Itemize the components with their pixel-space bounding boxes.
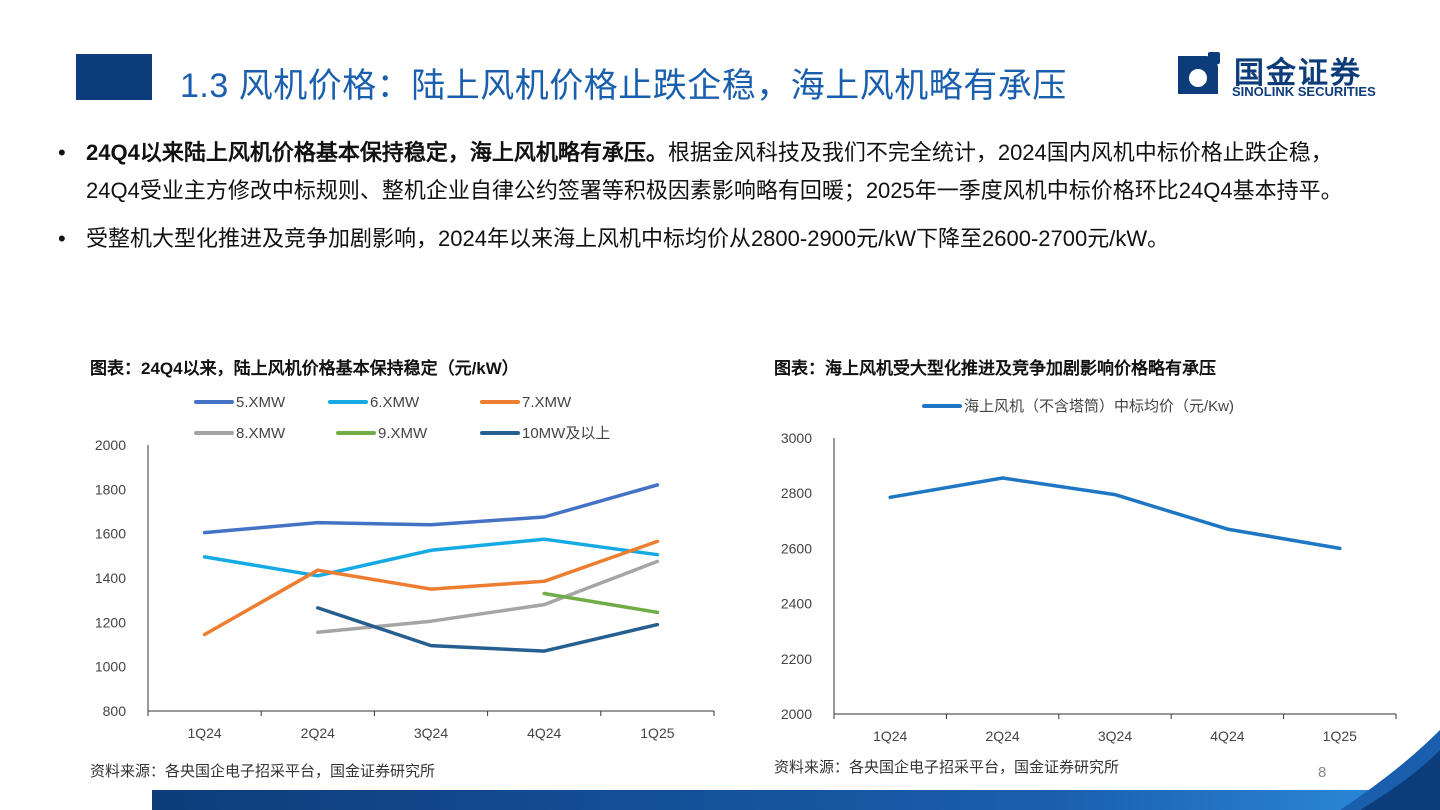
series-line — [202, 537, 660, 578]
legend-label: 7.XMW — [522, 394, 572, 411]
x-tick-label: 3Q24 — [1098, 728, 1132, 744]
legend-label: 6.XMW — [370, 394, 420, 411]
y-tick-label: 2800 — [781, 485, 812, 501]
x-tick-label: 3Q24 — [414, 725, 448, 741]
series-line — [888, 476, 1342, 551]
y-tick-label: 1800 — [95, 481, 126, 497]
y-tick-label: 3000 — [781, 430, 812, 446]
bullet-1-text: 根据金风科技及我们不完全统计，2024国内风机中标价格止跌企稳，24Q4受业主方… — [86, 140, 1343, 203]
legend-label: 8.XMW — [236, 425, 286, 442]
left-chart-source: 资料来源：各央国企电子招采平台，国金证券研究所 — [90, 763, 436, 780]
y-tick-label: 1000 — [95, 659, 126, 675]
x-tick-label: 4Q24 — [527, 725, 561, 741]
left-chart-heading: 图表：24Q4以来，陆上风机价格基本保持稳定（元/kW） — [90, 359, 519, 378]
x-tick-label: 2Q24 — [985, 728, 1019, 744]
x-tick-label: 1Q24 — [187, 725, 221, 741]
bullet-list: • 24Q4以来陆上风机价格基本保持稳定，海上风机略有承压。根据金风科技及我们不… — [58, 134, 1378, 268]
series-line — [316, 559, 660, 635]
bullet-item-2: • 受整机大型化推进及竞争加剧影响，2024年以来海上风机中标均价从2800-2… — [58, 220, 1378, 258]
y-tick-label: 1400 — [95, 570, 126, 586]
y-tick-label: 2200 — [781, 651, 812, 667]
y-tick-label: 2600 — [781, 540, 812, 556]
y-tick-label: 1600 — [95, 526, 126, 542]
logo-text-cn: 国金证券 — [1234, 57, 1362, 90]
right-line-chart: 2000 2200 2400 2600 2800 3000 1Q24 2Q24 3Q24 4Q24… — [781, 398, 1397, 744]
right-chart-heading: 图表：海上风机受大型化推进及竞争加剧影响价格略有承压 — [774, 359, 1216, 378]
bullet-dot-icon: • — [58, 140, 66, 165]
title-accent-block — [76, 54, 152, 100]
bullet-dot-icon: • — [58, 226, 66, 251]
y-tick-label: 1200 — [95, 614, 126, 630]
bullet-item-1: • 24Q4以来陆上风机价格基本保持稳定，海上风机略有承压。根据金风科技及我们不… — [58, 134, 1378, 210]
legend-label: 海上风机（不含塔筒）中标均价（元/Kw) — [964, 398, 1234, 415]
logo-text-en: SINOLINK SECURITIES — [1232, 84, 1376, 99]
legend-label: 10MW及以上 — [522, 425, 610, 442]
page-title: 1.3 风机价格：陆上风机价格止跌企稳，海上风机略有承压 — [180, 67, 1067, 105]
legend-label: 9.XMW — [378, 425, 428, 442]
y-tick-label: 2000 — [781, 706, 812, 722]
series-line — [202, 539, 660, 637]
sinolink-logo: 国金证券 SINOLINK SECURITIES — [1168, 46, 1408, 102]
footer-bar — [152, 790, 1440, 810]
series-line — [542, 591, 660, 615]
page-number: 8 — [1318, 764, 1327, 781]
y-tick-label: 2400 — [781, 596, 812, 612]
x-tick-label: 1Q25 — [1323, 728, 1357, 744]
series-line — [202, 483, 660, 535]
x-tick-label: 2Q24 — [301, 725, 335, 741]
y-tick-label: 800 — [103, 703, 127, 719]
x-tick-label: 4Q24 — [1210, 728, 1244, 744]
left-line-chart: 800 1000 1200 1400 1600 1800 2000 1Q24 2Q24 3Q24 4… — [95, 394, 715, 741]
right-chart-source: 资料来源：各央国企电子招采平台，国金证券研究所 — [774, 759, 1120, 776]
x-tick-label: 1Q24 — [873, 728, 907, 744]
x-tick-label: 1Q25 — [640, 725, 674, 741]
y-tick-label: 2000 — [95, 437, 126, 453]
sinolink-logo-icon — [1178, 52, 1220, 94]
bullet-1-bold: 24Q4以来陆上风机价格基本保持稳定，海上风机略有承压。 — [86, 140, 668, 165]
bullet-2-text: 受整机大型化推进及竞争加剧影响，2024年以来海上风机中标均价从2800-290… — [86, 226, 1170, 251]
legend-label: 5.XMW — [236, 394, 286, 411]
corner-swoosh — [1340, 730, 1440, 810]
series-line — [316, 606, 660, 653]
